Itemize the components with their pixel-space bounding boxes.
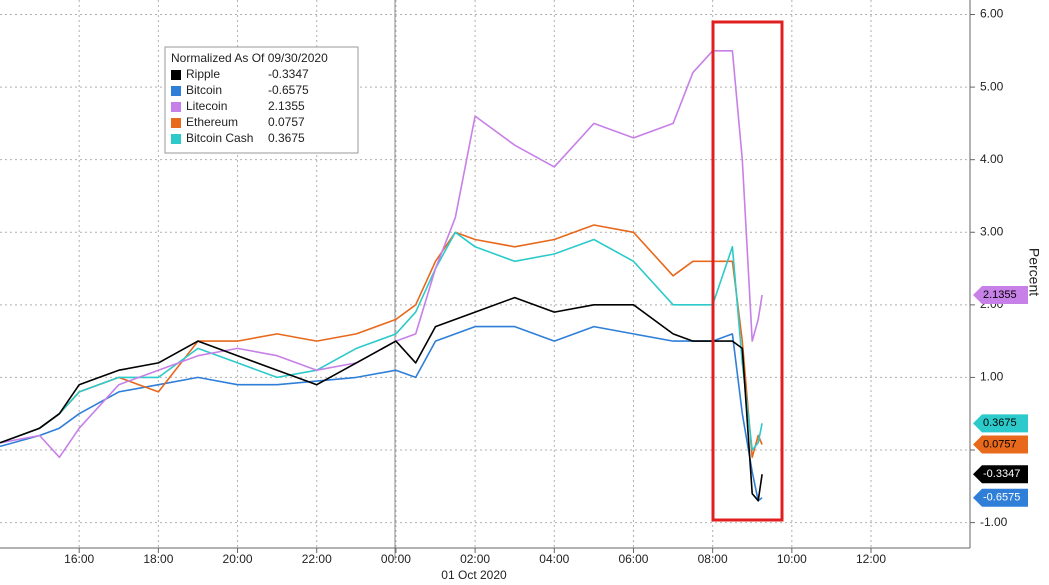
value-tag-label: 0.0757	[983, 438, 1017, 450]
legend-swatch	[171, 102, 181, 112]
grid	[0, 0, 970, 548]
x-tick-label: 02:00	[460, 552, 490, 566]
x-tick-label: 00:00	[381, 552, 411, 566]
legend-title: Normalized As Of 09/30/2020	[171, 51, 328, 65]
x-tick-label: 10:00	[777, 552, 807, 566]
value-tag-label: 2.1355	[983, 289, 1017, 301]
x-tick-label: 08:00	[698, 552, 728, 566]
y-tick-label: 3.00	[980, 224, 1004, 238]
value-tag	[973, 435, 1028, 454]
lines	[0, 50, 763, 502]
y-axis-label: Percent	[1026, 248, 1042, 296]
x-tick-label: 06:00	[618, 552, 648, 566]
value-tag	[973, 488, 1028, 507]
series-line	[0, 231, 763, 451]
series-line	[0, 50, 763, 459]
legend-value: 2.1355	[268, 99, 305, 113]
x-tick-label: 22:00	[302, 552, 332, 566]
legend-swatch	[171, 118, 181, 128]
y-tick-label: 5.00	[980, 79, 1004, 93]
x-tick-label: 16:00	[64, 552, 94, 566]
legend-swatch	[171, 86, 181, 96]
legend-box	[164, 46, 359, 154]
series-line	[0, 224, 763, 459]
legend-value: 0.3675	[268, 131, 305, 145]
x-tick-label: 12:00	[856, 552, 886, 566]
value-tag-label: -0.6575	[983, 492, 1020, 504]
highlight-box	[711, 20, 784, 522]
legend-value: 0.0757	[268, 115, 305, 129]
legend-swatch	[171, 134, 181, 144]
legend-label: Litecoin	[186, 99, 227, 113]
x-tick-label: 20:00	[223, 552, 253, 566]
y-tick-label: 6.00	[980, 7, 1004, 21]
value-tag-label: -0.3347	[983, 468, 1020, 480]
legend-value: -0.6575	[268, 83, 309, 97]
legend-label: Bitcoin	[186, 83, 222, 97]
value-tag	[973, 286, 1028, 305]
series-line	[0, 296, 763, 502]
value-tag	[973, 465, 1028, 484]
date-label: 01 Oct 2020	[441, 568, 507, 582]
legend-label: Ethereum	[186, 115, 238, 129]
legend-value: -0.3347	[268, 67, 309, 81]
y-tick-label: 4.00	[980, 152, 1004, 166]
y-tick-label: 1.00	[980, 370, 1004, 384]
legend-label: Bitcoin Cash	[186, 131, 253, 145]
value-tag	[973, 414, 1028, 433]
legend-label: Ripple	[186, 67, 220, 81]
value-tag-label: 0.3675	[983, 417, 1017, 429]
x-tick-label: 04:00	[539, 552, 569, 566]
y-tick-label: -1.00	[980, 515, 1008, 529]
legend-swatch	[171, 70, 181, 80]
x-tick-label: 18:00	[143, 552, 173, 566]
series-line	[0, 325, 763, 502]
legend: Normalized As Of 09/30/2020 Ripple -0.334…	[164, 46, 359, 154]
